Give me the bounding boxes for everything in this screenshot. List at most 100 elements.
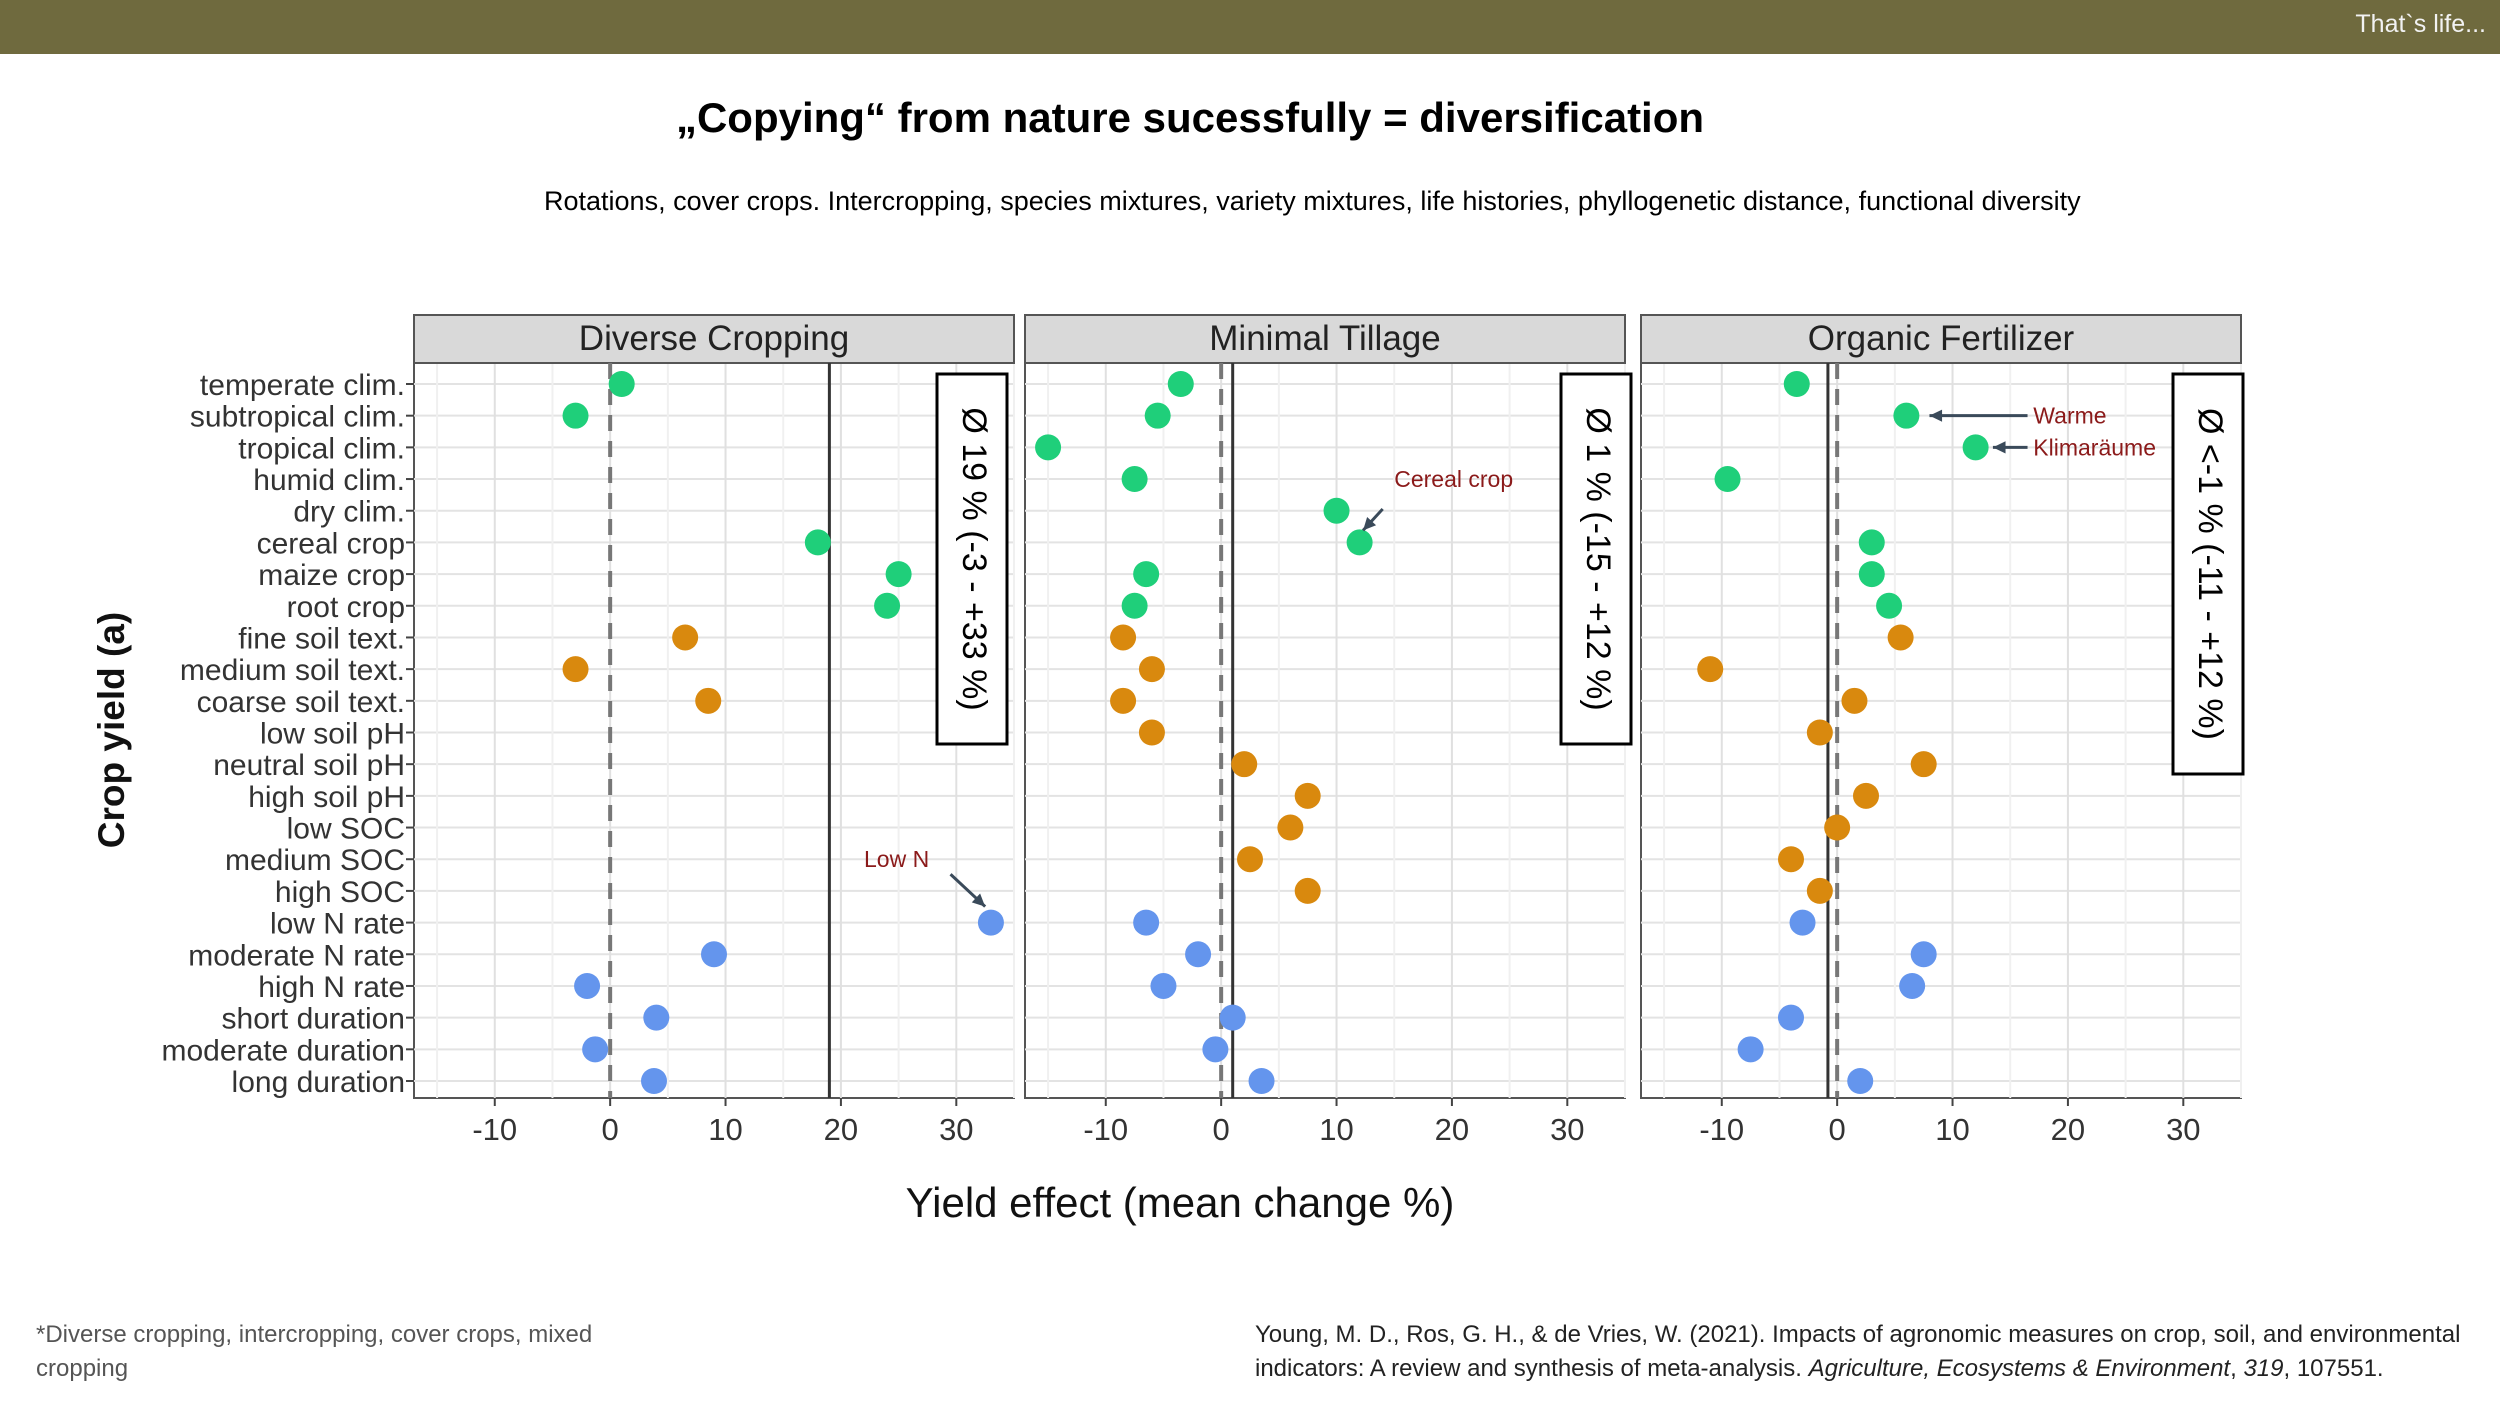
x-tick-label: 0	[1829, 1112, 1846, 1147]
data-point	[874, 592, 901, 619]
data-point	[1035, 434, 1062, 461]
summary-box	[935, 372, 1009, 746]
panel-title: Minimal Tillage	[1209, 319, 1440, 358]
footnote: *Diverse cropping, intercropping, cover …	[36, 1321, 593, 1382]
data-point	[1323, 497, 1350, 524]
citation-pages: , 107551.	[2283, 1355, 2384, 1382]
data-point	[804, 529, 831, 556]
x-tick-label: -10	[1083, 1112, 1128, 1147]
citation-authors: Young, M. D., Ros, G. H., & de Vries, W.…	[1255, 1321, 2461, 1382]
x-tick-label: 10	[708, 1112, 742, 1147]
data-point	[1138, 656, 1165, 683]
category-label: tropical clim.	[238, 432, 405, 465]
panel-title: Organic Fertilizer	[1808, 319, 2075, 358]
category-label: maize crop	[258, 559, 405, 592]
citation-volume: 319	[2243, 1355, 2284, 1382]
panel-title: Diverse Cropping	[579, 319, 849, 358]
brand-text: That`s life...	[2355, 10, 2486, 38]
data-point	[1697, 656, 1724, 683]
data-point	[1133, 561, 1160, 588]
data-point	[1806, 877, 1833, 904]
x-tick-label: 0	[602, 1112, 619, 1147]
summary-box-label: Ø 1 % (-15 - +12 %)	[1579, 407, 1617, 710]
data-point	[574, 972, 601, 999]
data-point	[1138, 719, 1165, 746]
data-point	[1910, 751, 1937, 778]
top-banner: That`s life...	[0, 0, 2500, 54]
annotation-arrowhead	[1363, 517, 1377, 531]
panel-strip	[1640, 314, 2242, 364]
data-point	[1778, 846, 1804, 873]
summary-box-label: Ø 19 % (-3 - +33 %)	[955, 407, 993, 710]
data-point	[1231, 751, 1258, 778]
data-point	[1167, 371, 1194, 397]
data-point	[1133, 909, 1160, 936]
category-label: temperate clim.	[200, 369, 405, 402]
category-label: moderate N rate	[188, 939, 405, 972]
data-point	[1737, 1036, 1764, 1063]
annotation-label: Klimaräume	[2033, 434, 2156, 460]
category-label: root crop	[287, 591, 405, 624]
data-point	[1144, 402, 1171, 429]
panel-plot-area	[413, 362, 1015, 1099]
category-label: cereal crop	[257, 527, 405, 560]
data-point	[1824, 814, 1851, 841]
data-point	[1858, 529, 1885, 556]
category-label: low soil pH	[260, 718, 405, 751]
data-point	[1783, 371, 1810, 397]
data-point	[1294, 782, 1321, 809]
data-point	[641, 1068, 667, 1094]
category-label: medium soil text.	[180, 654, 405, 687]
data-point	[1277, 814, 1304, 841]
data-point	[1789, 909, 1816, 936]
annotation-label: Warme	[2033, 403, 2106, 429]
data-point	[1841, 687, 1868, 714]
data-point	[1121, 592, 1148, 619]
data-point	[1962, 434, 1989, 461]
data-point	[1294, 877, 1321, 904]
data-point	[1237, 846, 1263, 873]
data-point	[1202, 1036, 1229, 1063]
x-tick-label: 10	[1319, 1112, 1353, 1147]
x-tick-label: 30	[939, 1112, 973, 1147]
x-tick-label: 30	[1550, 1112, 1584, 1147]
category-label: neutral soil pH	[213, 749, 405, 782]
x-tick-label: 0	[1213, 1112, 1230, 1147]
data-point	[1185, 941, 1212, 968]
data-point	[1219, 1004, 1246, 1031]
annotation-arrowhead	[1992, 441, 2006, 454]
summary-box	[1559, 372, 1633, 746]
data-point	[672, 624, 699, 651]
data-point	[1110, 624, 1137, 651]
data-point	[885, 561, 912, 588]
data-point	[1121, 466, 1148, 493]
annotation-label: Cereal crop	[1394, 466, 1513, 492]
data-point	[1714, 466, 1741, 493]
annotation-label: Low N	[864, 846, 929, 872]
panel-strip	[1024, 314, 1626, 364]
data-point	[1853, 782, 1879, 809]
category-label: humid clim.	[253, 464, 405, 497]
panel-plot-area	[1024, 362, 1626, 1099]
x-tick-label: 20	[824, 1112, 858, 1147]
x-tick-label: 20	[2051, 1112, 2085, 1147]
data-point	[1858, 561, 1885, 588]
annotation-arrowhead	[971, 893, 986, 907]
x-tick-label: -10	[472, 1112, 517, 1147]
data-point	[1806, 719, 1833, 746]
data-point	[1910, 941, 1937, 968]
data-point	[1893, 402, 1920, 429]
citation: Young, M. D., Ros, G. H., & de Vries, W.…	[1255, 1321, 2461, 1382]
data-point	[1876, 592, 1903, 619]
category-label: short duration	[222, 1003, 405, 1036]
category-label: subtropical clim.	[190, 401, 405, 434]
slide-subtitle: Rotations, cover crops. Intercropping, s…	[544, 186, 2081, 216]
data-point	[977, 909, 1004, 936]
x-tick-label: 20	[1435, 1112, 1469, 1147]
data-point	[1150, 972, 1177, 999]
x-tick-label: 10	[1935, 1112, 1969, 1147]
data-point	[643, 1004, 670, 1031]
category-label: low SOC	[287, 813, 405, 846]
category-label: fine soil text.	[238, 622, 405, 655]
category-label: high N rate	[258, 971, 405, 1004]
